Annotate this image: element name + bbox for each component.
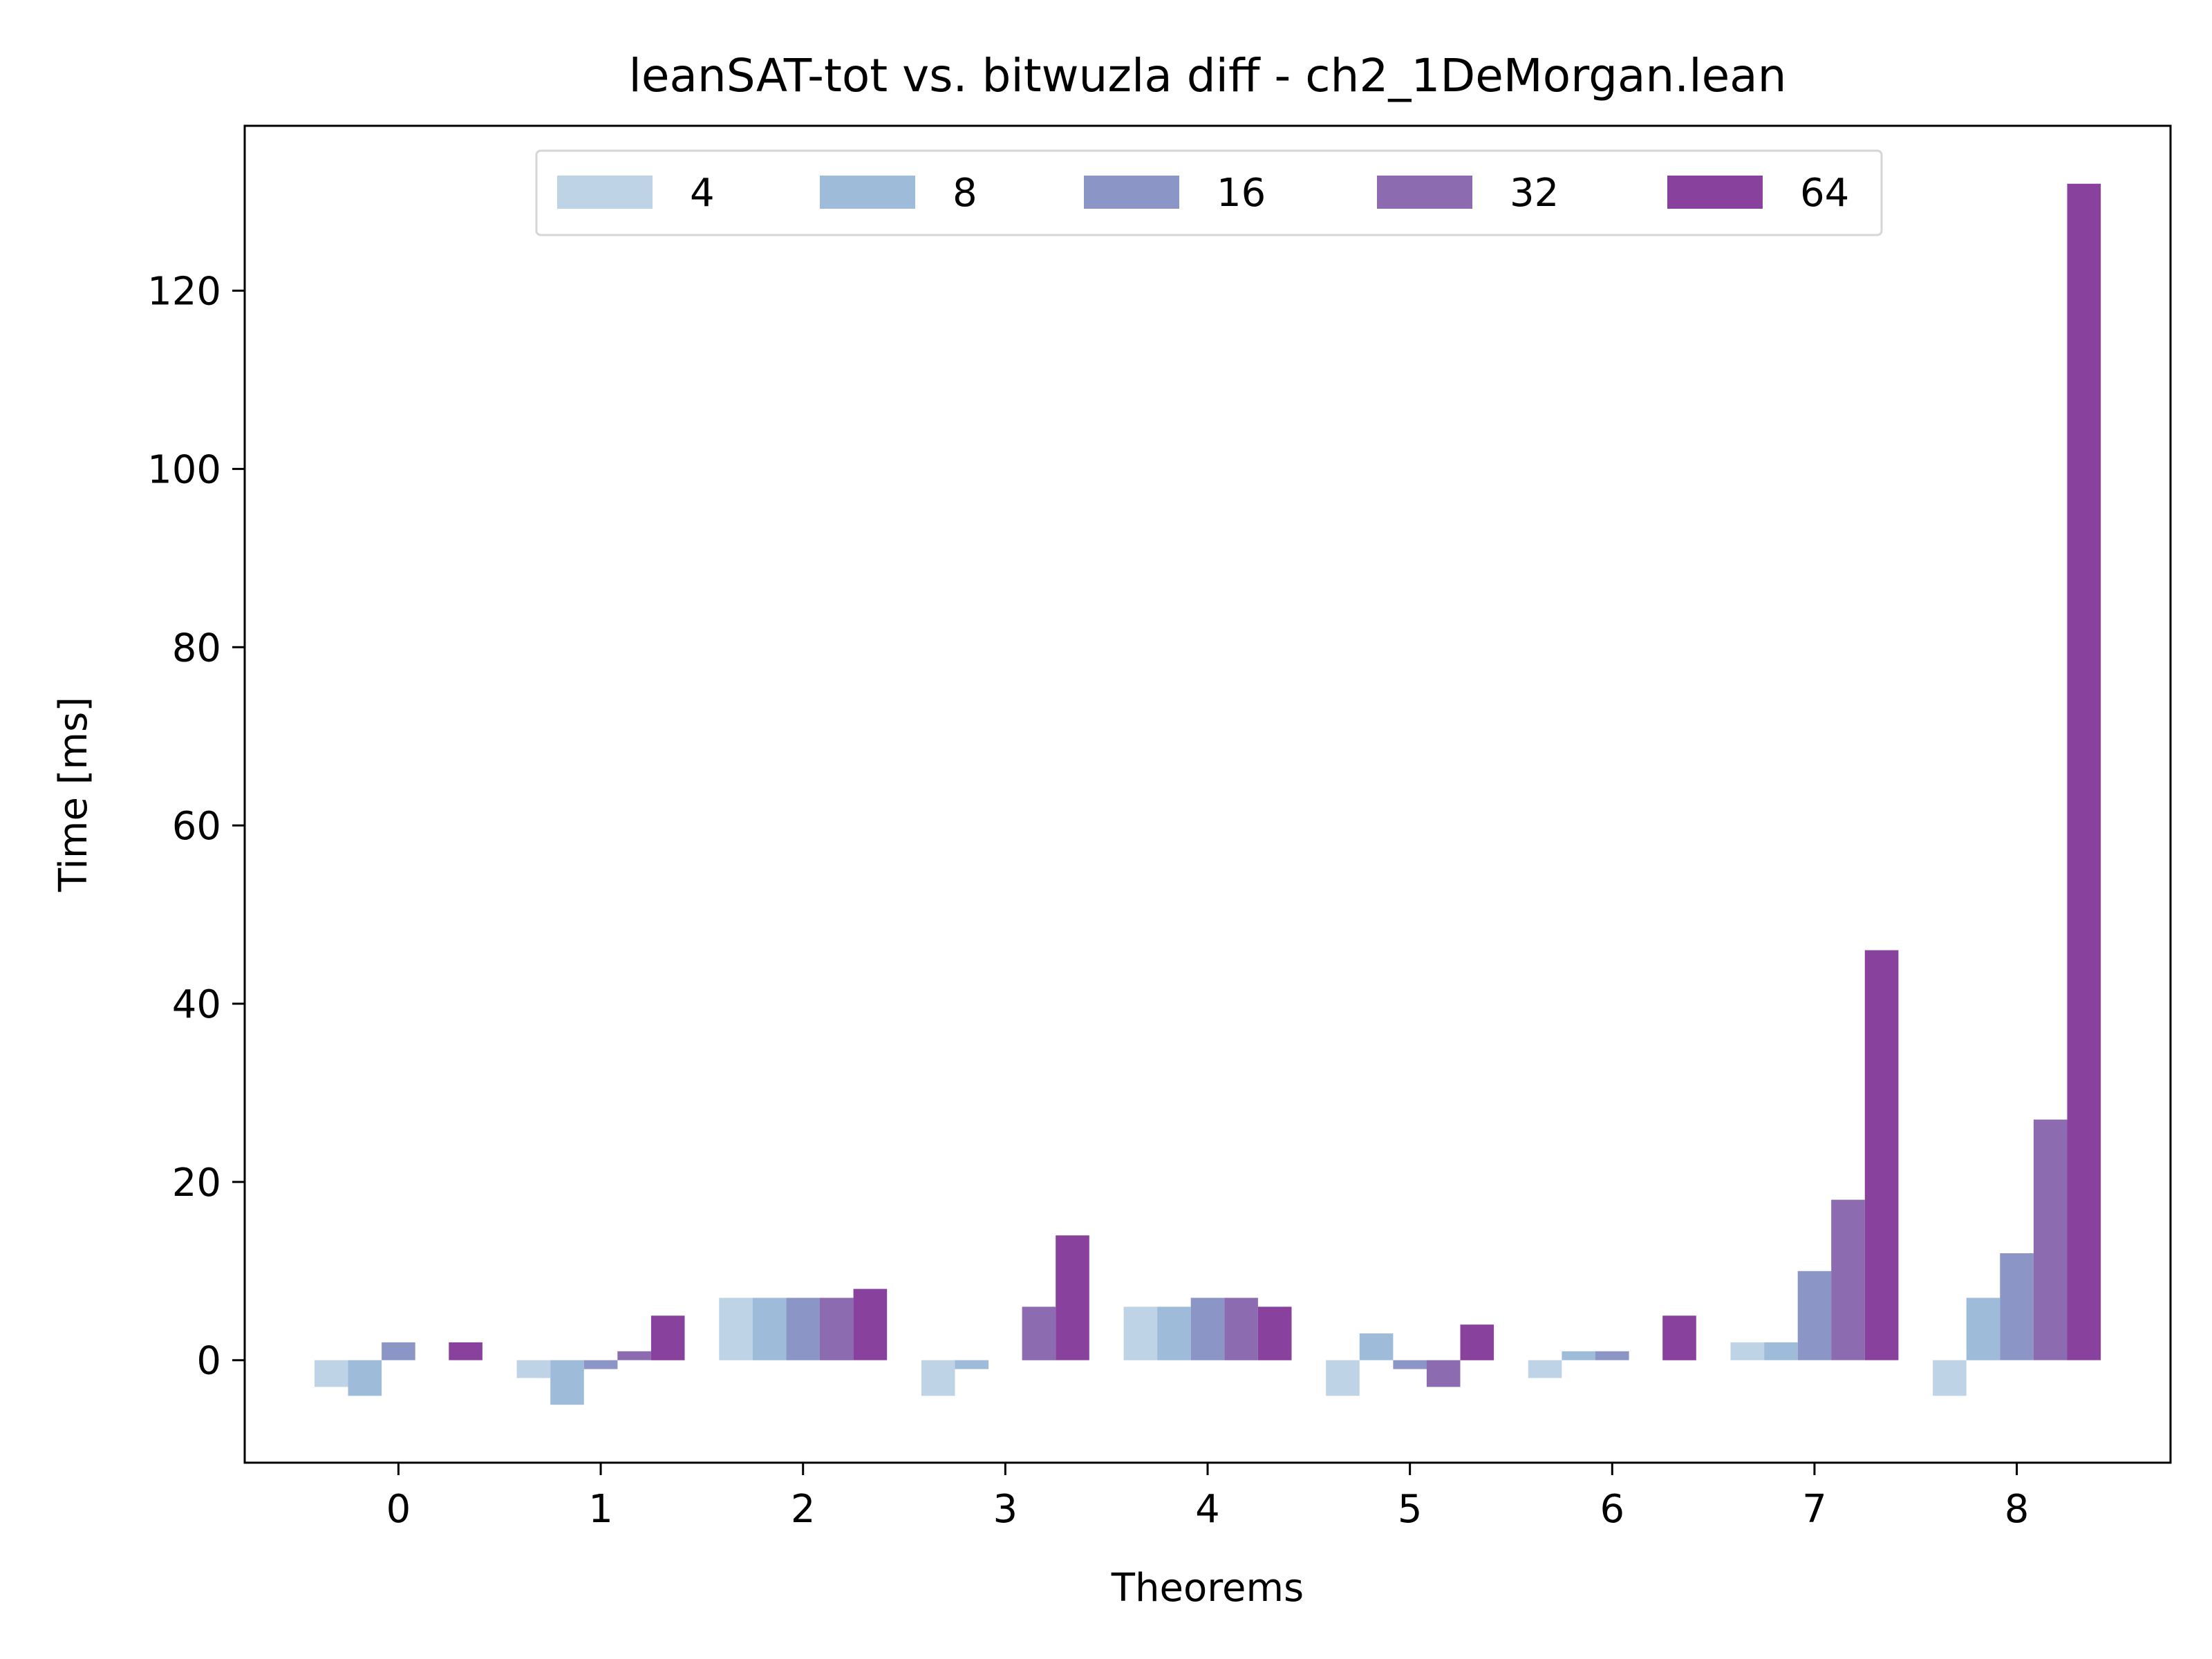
bar-series-4-theorem-6 — [1528, 1360, 1562, 1378]
legend-label-8: 8 — [953, 171, 977, 216]
bar-series-4-theorem-2 — [719, 1297, 753, 1360]
x-tick-label: 3 — [993, 1487, 1018, 1532]
y-tick-label: 100 — [147, 447, 221, 492]
bar-series-64-theorem-5 — [1460, 1324, 1494, 1360]
legend-label-64: 64 — [1800, 171, 1849, 216]
legend: 4 8 16 32 64 — [535, 149, 1883, 236]
bar-series-64-theorem-1 — [650, 1315, 685, 1360]
legend-frame — [535, 149, 1883, 236]
y-tick-label: 60 — [172, 804, 221, 849]
bar-series-8-theorem-3 — [955, 1360, 989, 1369]
legend-swatch-4 — [557, 176, 653, 209]
bar-series-8-theorem-6 — [1562, 1351, 1595, 1360]
bar-series-8-theorem-5 — [1359, 1333, 1394, 1360]
y-tick-label: 0 — [196, 1339, 221, 1384]
x-tick-label: 7 — [1802, 1487, 1827, 1532]
bar-series-32-theorem-5 — [1426, 1360, 1461, 1387]
bar-series-16-theorem-5 — [1393, 1360, 1427, 1369]
bar-series-64-theorem-8 — [2067, 183, 2101, 1360]
bar-series-8-theorem-4 — [1157, 1306, 1191, 1360]
bar-series-32-theorem-7 — [1831, 1199, 1865, 1360]
bar-series-32-theorem-4 — [1224, 1297, 1258, 1360]
bar-series-32-theorem-8 — [2033, 1119, 2068, 1360]
legend-swatch-16 — [1084, 176, 1179, 209]
x-tick-label: 1 — [588, 1487, 613, 1532]
bar-series-16-theorem-6 — [1595, 1351, 1629, 1360]
legend-label-32: 32 — [1510, 171, 1559, 216]
bar-series-64-theorem-2 — [853, 1288, 888, 1360]
y-tick-label: 80 — [172, 626, 221, 671]
bar-series-4-theorem-1 — [516, 1360, 551, 1378]
bar-series-16-theorem-7 — [1797, 1271, 1832, 1360]
x-tick-label: 5 — [1398, 1487, 1423, 1532]
legend-swatch-32 — [1377, 176, 1472, 209]
legend-swatch-64 — [1667, 176, 1763, 209]
x-tick-label: 0 — [386, 1487, 411, 1532]
y-tick-label: 20 — [172, 1161, 221, 1206]
bar-series-64-theorem-4 — [1257, 1306, 1292, 1360]
bar-series-16-theorem-0 — [382, 1342, 415, 1360]
bar-series-8-theorem-8 — [1966, 1297, 2000, 1360]
bar-series-16-theorem-2 — [786, 1297, 820, 1360]
plot-area — [315, 183, 2101, 1405]
legend-label-16: 16 — [1217, 171, 1266, 216]
y-axis: 0 20 40 60 80 100 120 — [147, 270, 245, 1384]
y-axis-label: Time [ms] — [51, 697, 96, 892]
x-tick-label: 2 — [791, 1487, 816, 1532]
bar-series-8-theorem-1 — [550, 1360, 584, 1405]
bar-series-16-theorem-4 — [1190, 1297, 1225, 1360]
bar-series-16-theorem-1 — [583, 1360, 618, 1369]
bar-series-4-theorem-7 — [1730, 1342, 1765, 1360]
bar-series-4-theorem-0 — [315, 1360, 348, 1387]
bar-series-32-theorem-2 — [820, 1297, 854, 1360]
x-axis: 0 1 2 3 4 5 6 7 8 — [386, 1463, 2030, 1532]
bar-series-4-theorem-4 — [1123, 1306, 1158, 1360]
bar-series-64-theorem-0 — [449, 1342, 482, 1360]
chart-title: leanSAT-tot vs. bitwuzla diff - ch2_1DeM… — [629, 49, 1787, 102]
legend-swatch-8 — [820, 176, 915, 209]
x-tick-label: 8 — [2005, 1487, 2030, 1532]
bar-series-4-theorem-5 — [1326, 1360, 1360, 1396]
bar-series-4-theorem-8 — [1933, 1360, 1967, 1396]
bar-series-32-theorem-1 — [617, 1351, 651, 1360]
x-tick-label: 4 — [1195, 1487, 1220, 1532]
bar-series-8-theorem-2 — [752, 1297, 787, 1360]
bar-series-64-theorem-3 — [1056, 1235, 1089, 1360]
x-tick-label: 6 — [1600, 1487, 1624, 1532]
bar-series-8-theorem-0 — [348, 1360, 382, 1396]
bar-series-4-theorem-3 — [921, 1360, 955, 1396]
legend-label-4: 4 — [690, 171, 715, 216]
x-axis-label: Theorems — [1111, 1566, 1304, 1611]
bar-series-64-theorem-6 — [1662, 1315, 1696, 1360]
bar-series-16-theorem-8 — [2000, 1253, 2034, 1360]
y-tick-label: 120 — [147, 270, 221, 315]
bar-series-8-theorem-7 — [1764, 1342, 1798, 1360]
bar-series-64-theorem-7 — [1864, 950, 1899, 1360]
bar-series-32-theorem-3 — [1022, 1306, 1056, 1360]
y-tick-label: 40 — [172, 982, 221, 1027]
